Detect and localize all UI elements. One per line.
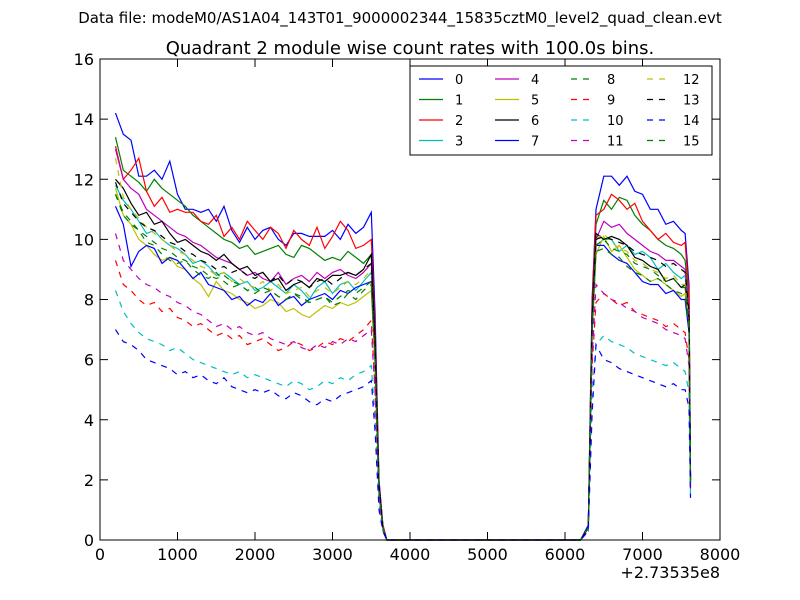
legend-label-15: 15 xyxy=(683,135,700,150)
y-tick-label: 0 xyxy=(84,531,94,550)
x-tick-label: 0 xyxy=(95,545,105,564)
legend-label-3: 3 xyxy=(455,135,463,150)
series-line-9 xyxy=(114,260,692,541)
y-tick-label: 10 xyxy=(74,230,94,249)
y-tick-label: 8 xyxy=(84,291,94,310)
legend-label-2: 2 xyxy=(455,114,463,129)
legend-label-1: 1 xyxy=(455,94,463,109)
x-tick-label: 8000 xyxy=(700,545,741,564)
x-tick-label: 1000 xyxy=(157,545,198,564)
series-line-5 xyxy=(114,188,692,541)
legend-label-7: 7 xyxy=(531,135,539,150)
series-line-13 xyxy=(114,182,692,541)
series-group xyxy=(114,112,692,541)
legend-label-13: 13 xyxy=(683,94,700,109)
x-tick-label: 4000 xyxy=(390,545,431,564)
y-tick-label: 16 xyxy=(74,50,94,69)
legend-label-4: 4 xyxy=(531,73,539,88)
legend-label-12: 12 xyxy=(683,73,700,88)
x-tick-label: 7000 xyxy=(622,545,663,564)
y-tick-label: 14 xyxy=(74,110,94,129)
series-line-2 xyxy=(114,146,692,541)
series-line-10 xyxy=(114,290,692,541)
legend-label-9: 9 xyxy=(607,94,615,109)
figure-suptitle: Data file: modeM0/AS1A04_143T01_90000023… xyxy=(78,9,722,28)
legend-label-14: 14 xyxy=(683,114,700,129)
x-tick-label: 3000 xyxy=(312,545,353,564)
series-line-7 xyxy=(114,206,692,541)
y-tick-label: 12 xyxy=(74,170,94,189)
series-line-14 xyxy=(114,329,692,541)
x-tick-label: 6000 xyxy=(545,545,586,564)
series-line-15 xyxy=(114,194,692,541)
legend-label-10: 10 xyxy=(607,114,624,129)
x-tick-label: 2000 xyxy=(235,545,276,564)
series-line-6 xyxy=(115,178,692,541)
legend-label-6: 6 xyxy=(531,114,539,129)
plot-area: 0 1000 2000 3000 4000 5000 6000 7000 8000 0 2 4 6 8 1… xyxy=(74,50,741,582)
legend-label-0: 0 xyxy=(455,73,463,88)
legend-label-5: 5 xyxy=(531,94,539,109)
x-axis-offset-label: +2.73535e8 xyxy=(620,563,720,582)
legend-label-8: 8 xyxy=(607,73,615,88)
chart-title: Quadrant 2 module wise count rates with … xyxy=(166,38,655,59)
y-tick-label: 4 xyxy=(84,411,94,430)
series-line-12 xyxy=(114,158,692,541)
y-tick-label: 2 xyxy=(84,471,94,490)
series-line-1 xyxy=(114,137,692,541)
x-axis: 0 1000 2000 3000 4000 5000 6000 7000 8000 xyxy=(95,59,740,564)
y-tick-label: 6 xyxy=(84,351,94,370)
series-line-11 xyxy=(114,233,692,541)
legend-label-11: 11 xyxy=(607,135,624,150)
series-line-0 xyxy=(114,112,692,541)
x-tick-label: 5000 xyxy=(467,545,508,564)
